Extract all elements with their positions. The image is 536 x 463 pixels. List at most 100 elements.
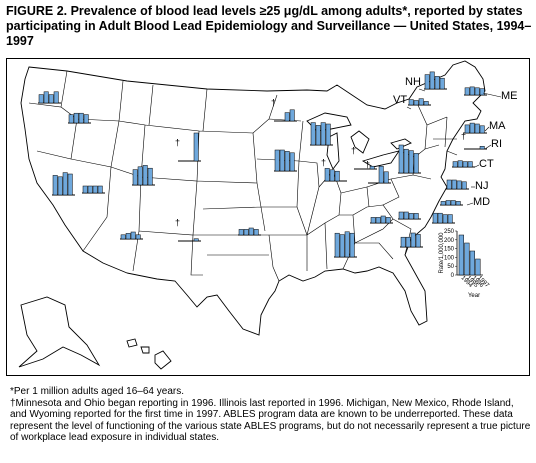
iowa-bar-3	[289, 152, 295, 172]
tennessee-chart	[398, 211, 421, 220]
massachusetts-bar-1	[469, 122, 475, 134]
tennessee-bar-1	[403, 211, 409, 220]
label-nh: NH	[405, 76, 421, 88]
alabama-bar-0	[334, 232, 340, 258]
michigan-dagger: †	[351, 146, 356, 156]
label-md: MD	[473, 196, 490, 208]
kentucky-bar-2	[380, 215, 386, 224]
north-carolina-bar-0	[432, 212, 438, 224]
oregon-bar-2	[78, 112, 84, 124]
utah-bar-3	[147, 167, 153, 186]
wisconsin-bar-3	[325, 123, 331, 146]
new-mexico-dagger: †	[175, 218, 180, 228]
leader-line-2	[482, 92, 502, 98]
california-bar-1	[57, 176, 63, 196]
oklahoma-bar-0	[238, 229, 244, 236]
legend-ytick-label-4: 200	[444, 238, 455, 244]
title-part2: , reported by states participating in Ad…	[6, 4, 532, 48]
pennsylvania-chart	[398, 144, 421, 174]
wisconsin-bar-1	[315, 125, 321, 146]
wisconsin-chart	[310, 122, 333, 146]
south-carolina-bar-0	[400, 236, 406, 248]
new-jersey-bar-0	[446, 179, 452, 190]
wyoming-chart: †	[175, 132, 201, 162]
minnesota-bar-2	[284, 112, 290, 122]
nevada-bar-1	[87, 185, 93, 194]
illinois-bar-0	[324, 168, 330, 182]
figure-title: FIGURE 2. Prevalence of blood lead level…	[6, 4, 532, 49]
illinois-dagger: †	[321, 158, 326, 168]
washington-chart	[38, 91, 61, 104]
vermont-bar-3	[423, 101, 429, 106]
alabama-bar-3	[349, 232, 355, 258]
oregon-bar-3	[83, 114, 89, 124]
massachusetts-bar-2	[474, 123, 480, 134]
kentucky-bar-1	[375, 217, 381, 224]
legend-ylabel: Rate/1,000,000	[439, 232, 445, 274]
california-bar-2	[62, 172, 68, 196]
legend-ytick-label-5: 250	[444, 229, 455, 235]
alabama-bar-1	[339, 234, 345, 258]
maryland-bar-3	[455, 201, 461, 206]
north-carolina-bar-1	[437, 212, 443, 224]
tennessee-bar-3	[413, 213, 419, 220]
nevada-bar-0	[82, 185, 88, 194]
north-carolina-bar-2	[442, 214, 448, 224]
new-hampshire-chart	[424, 71, 447, 90]
legend-chart: 0501001502002501994199519961997Rate/1,00…	[439, 229, 490, 299]
new-hampshire-bar-1	[429, 71, 435, 90]
kentucky-bar-3	[385, 217, 391, 224]
pennsylvania-bar-0	[398, 144, 404, 174]
legend-xlabel: Year	[468, 293, 480, 299]
title-part1: FIGURE 2. Prevalence of blood lead level…	[6, 4, 260, 18]
north-carolina-bar-3	[447, 214, 453, 224]
us-map: † † † † † † † NH VT ME MA RI CT NJ MD 0 50 100 150 200 250…	[18, 60, 518, 370]
leader-line-3	[484, 126, 490, 132]
vermont-bar-0	[408, 99, 414, 106]
minnesota-dagger: †	[271, 98, 276, 108]
new-jersey-chart	[446, 179, 469, 190]
label-ri: RI	[491, 138, 502, 150]
utah-bar-1	[137, 166, 143, 186]
oklahoma-chart	[238, 227, 261, 236]
label-nj: NJ	[475, 180, 488, 192]
new-hampshire-bar-0	[424, 74, 430, 90]
legend-bar-1	[464, 242, 470, 276]
nevada-bar-3	[97, 185, 103, 194]
utah-bar-2	[142, 165, 148, 186]
us-border	[20, 60, 486, 336]
ohio-dagger: †	[365, 160, 370, 170]
connecticut-bar-3	[467, 161, 473, 168]
maine-bar-3	[479, 88, 485, 96]
connecticut-bar-0	[452, 161, 458, 168]
title-symbol: ≥25 μg/dL among adults*	[259, 4, 408, 18]
kentucky-bar-0	[370, 217, 376, 224]
label-me: ME	[501, 90, 518, 102]
wisconsin-bar-2	[320, 122, 326, 146]
tennessee-bar-0	[398, 211, 404, 220]
legend-bar-3	[475, 258, 481, 276]
arizona-bar-2	[130, 231, 136, 240]
legend-ytick-label-2: 100	[444, 255, 455, 261]
leader-line-1	[406, 106, 412, 110]
maine-bar-0	[464, 87, 470, 96]
illinois-bar-2	[334, 170, 340, 182]
maine-bar-1	[469, 86, 475, 96]
connecticut-chart	[452, 160, 475, 168]
legend-ytick-label-3: 150	[444, 247, 455, 253]
leader-line-5	[474, 164, 480, 168]
south-carolina-chart	[400, 232, 423, 248]
ohio-chart: †	[365, 160, 391, 184]
new-mexico-bar-3	[193, 238, 199, 242]
leader-line-0	[418, 88, 426, 92]
maryland-chart	[440, 200, 463, 206]
connecticut-bar-1	[457, 160, 463, 168]
new-jersey-bar-2	[456, 180, 462, 190]
south-carolina-bar-3	[415, 234, 421, 248]
pennsylvania-bar-3	[413, 153, 419, 174]
rhode-island-dagger: †	[461, 131, 466, 141]
california-chart	[52, 172, 75, 196]
massachusetts-bar-3	[479, 125, 485, 134]
kentucky-chart	[370, 215, 393, 224]
great-lakes	[306, 112, 412, 170]
